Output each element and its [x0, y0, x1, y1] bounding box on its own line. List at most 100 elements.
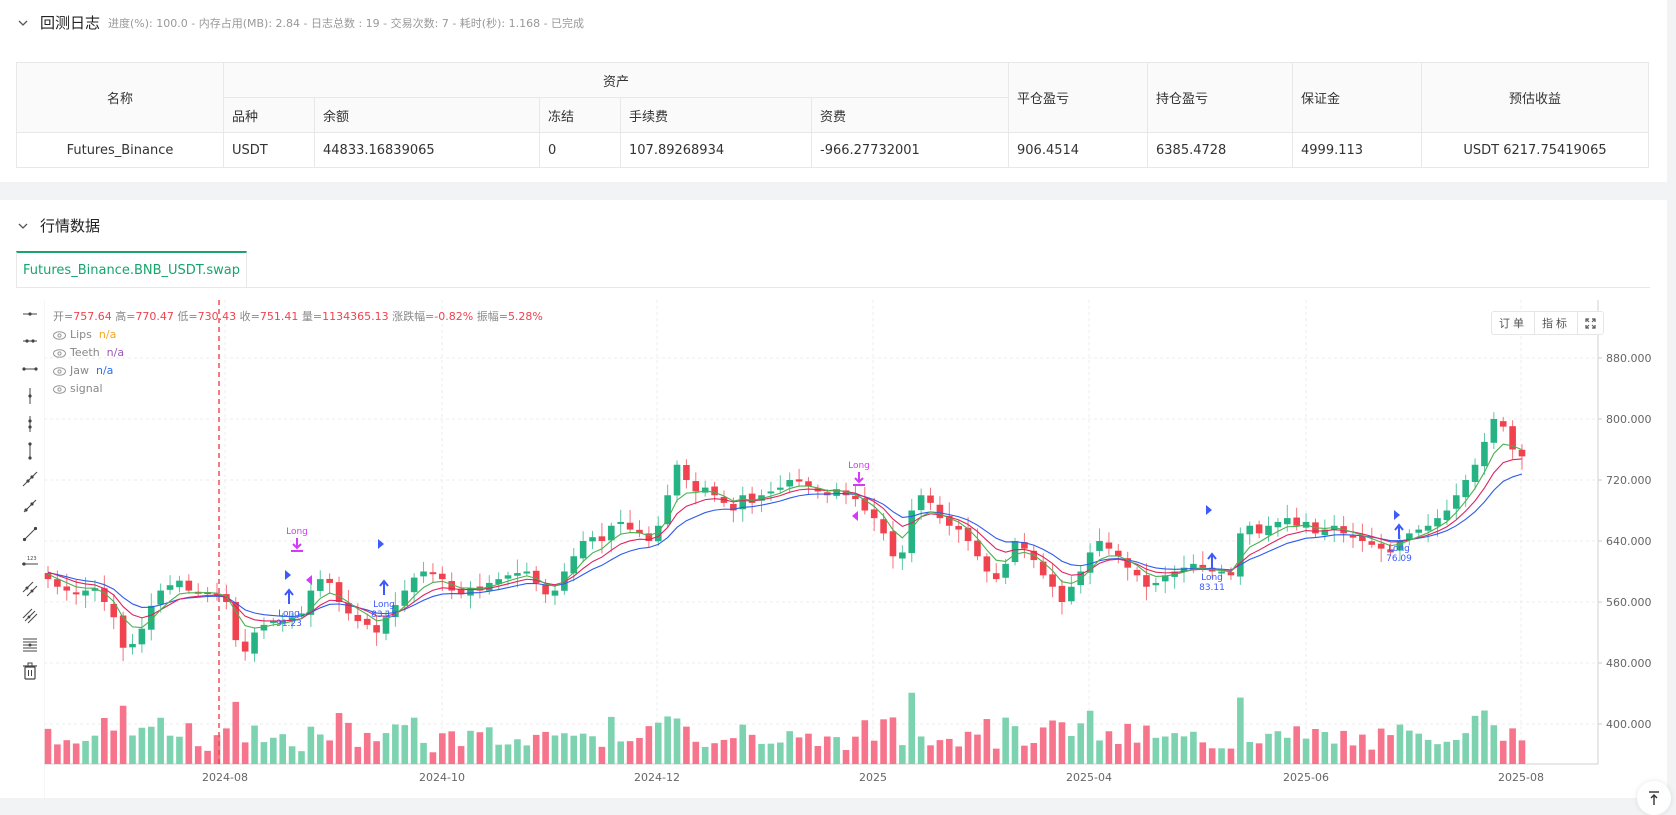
- chart-button-group: 订单 指标: [1491, 311, 1604, 335]
- svg-text:560.000: 560.000: [1606, 596, 1652, 609]
- amplitude-value: 5.28%: [507, 310, 543, 323]
- parallel-channel-tool[interactable]: [16, 575, 44, 603]
- col-name: 名称: [16, 62, 224, 133]
- segment-icon: [23, 499, 37, 513]
- vertical-line-tool[interactable]: [16, 438, 44, 466]
- horizontal-line-icon: [22, 367, 38, 371]
- indicator-lips[interactable]: Lips n/a: [53, 326, 543, 344]
- svg-text:Long: Long: [373, 600, 395, 610]
- straight-line-icon: [22, 526, 38, 541]
- eye-icon[interactable]: [53, 348, 66, 358]
- col-assets-group: 资产: [223, 62, 1009, 98]
- indicator-signal[interactable]: signal: [53, 380, 543, 398]
- market-data-header[interactable]: 行情数据: [16, 215, 100, 236]
- svg-text:800.000: 800.000: [1606, 413, 1652, 426]
- price-channel-tool[interactable]: [16, 603, 44, 631]
- fullscreen-button[interactable]: [1578, 312, 1603, 334]
- tab-divider: [16, 287, 1650, 288]
- orders-button[interactable]: 订单: [1492, 312, 1535, 334]
- svg-text:Long: Long: [848, 461, 870, 471]
- col-funding: 资费: [811, 97, 1009, 133]
- vertical-ray-icon: [28, 388, 32, 405]
- col-est-profit: 预估收益: [1421, 62, 1649, 133]
- amplitude-label: 振幅=: [476, 310, 508, 323]
- svg-text:Long: Long: [278, 609, 300, 619]
- eye-icon[interactable]: [53, 330, 66, 340]
- horizontal-segment-icon: [23, 339, 37, 343]
- open-label: 开=: [53, 310, 74, 323]
- svg-text:2024-08: 2024-08: [202, 771, 248, 784]
- svg-text:Long: Long: [1201, 573, 1223, 583]
- backtest-log-header[interactable]: 回测日志 进度(%): 100.0 - 内存占用(MB): 2.84 - 日志总…: [16, 12, 584, 33]
- ray-icon: [22, 471, 38, 487]
- indicator-teeth[interactable]: Teeth n/a: [53, 344, 543, 362]
- drawing-toolbar: 123: [16, 300, 44, 685]
- cell-balance: 44833.16839065: [314, 132, 540, 168]
- assets-table: 名称 资产 平仓盈亏 持仓盈亏 保证金 预估收益 品种 余额 冻结 手续费 资费…: [16, 62, 1649, 168]
- cell-name: Futures_Binance: [16, 132, 224, 168]
- indicator-value: n/a: [98, 328, 117, 341]
- high-label: 高=: [115, 310, 136, 323]
- market-data-panel: 行情数据 Futures_Binance.BNB_USDT.swap 123 8…: [0, 200, 1667, 800]
- table-row: Futures_Binance USDT 44833.16839065 0 10…: [16, 132, 1649, 168]
- col-fee: 手续费: [620, 97, 812, 133]
- price-line-icon: 123: [22, 556, 38, 566]
- horizontal-ray-tool[interactable]: [16, 300, 44, 328]
- indicator-name: Teeth: [70, 346, 100, 359]
- fullscreen-icon: [1585, 317, 1596, 329]
- scroll-to-top-button[interactable]: [1637, 781, 1671, 815]
- cell-symbol: USDT: [223, 132, 315, 168]
- indicator-value: n/a: [106, 346, 125, 359]
- section-title: 行情数据: [40, 217, 101, 235]
- tab-bnb-usdt-swap[interactable]: Futures_Binance.BNB_USDT.swap: [16, 251, 247, 287]
- svg-text:640.000: 640.000: [1606, 535, 1652, 548]
- price-line-tool[interactable]: 123: [16, 548, 44, 576]
- col-symbol: 品种: [223, 97, 315, 133]
- vertical-segment-tool[interactable]: [16, 410, 44, 438]
- col-margin: 保证金: [1292, 62, 1422, 133]
- high-value: 770.47: [135, 310, 174, 323]
- indicators-button[interactable]: 指标: [1535, 312, 1578, 334]
- horizontal-line-tool[interactable]: [16, 355, 44, 383]
- volume-label: 量=: [301, 310, 323, 323]
- change-value: -0.82%: [434, 310, 474, 323]
- eye-icon[interactable]: [53, 366, 66, 376]
- indicator-jaw[interactable]: Jaw n/a: [53, 362, 543, 380]
- trash-icon: [23, 662, 37, 680]
- vertical-ray-tool[interactable]: [16, 383, 44, 411]
- change-label: 涨跌幅=: [392, 310, 435, 323]
- eye-icon[interactable]: [53, 384, 66, 394]
- svg-text:123: 123: [27, 556, 37, 562]
- chart-legend: 开= 757.64 高= 770.47 低= 730.43 收= 751.41 量= 11…: [53, 308, 543, 398]
- svg-text:2025-04: 2025-04: [1066, 771, 1112, 784]
- cell-margin: 4999.113: [1292, 132, 1422, 168]
- ohlc-readout: 开= 757.64 高= 770.47 低= 730.43 收= 751.41 量= 11…: [53, 308, 543, 326]
- candlestick-chart[interactable]: 880.000 800.000 720.000 640.000 560.000 480.0…: [44, 300, 1667, 800]
- parallel-channel-icon: [22, 581, 38, 597]
- low-value: 730.43: [197, 310, 237, 323]
- svg-text:400.000: 400.000: [1606, 718, 1652, 731]
- backtest-status: 进度(%): 100.0 - 内存占用(MB): 2.84 - 日志总数 : 1…: [108, 16, 585, 30]
- svg-text:2024-10: 2024-10: [419, 771, 465, 784]
- straight-line-tool[interactable]: [16, 520, 44, 548]
- open-value: 757.64: [73, 310, 112, 323]
- chevron-down-icon[interactable]: [16, 16, 30, 30]
- horizontal-segment-tool[interactable]: [16, 328, 44, 356]
- chevron-down-icon[interactable]: [16, 219, 30, 233]
- segment-tool[interactable]: [16, 493, 44, 521]
- vertical-line-icon: [28, 442, 32, 460]
- svg-text:480.000: 480.000: [1606, 657, 1652, 670]
- fibonacci-line-tool[interactable]: [16, 630, 44, 658]
- delete-drawings-button[interactable]: [16, 658, 44, 686]
- col-balance: 余额: [314, 97, 540, 133]
- svg-text:2025-08: 2025-08: [1498, 771, 1544, 784]
- ray-tool[interactable]: [16, 465, 44, 493]
- price-channel-icon: [22, 608, 38, 624]
- cell-position-pnl: 6385.4728: [1147, 132, 1293, 168]
- svg-text:Long: Long: [286, 527, 308, 537]
- cell-est-profit: USDT 6217.75419065: [1421, 132, 1649, 168]
- vertical-segment-icon: [28, 415, 32, 432]
- col-position-pnl: 持仓盈亏: [1147, 62, 1293, 133]
- svg-text:2025: 2025: [859, 771, 887, 784]
- cell-funding: -966.27732001: [811, 132, 1009, 168]
